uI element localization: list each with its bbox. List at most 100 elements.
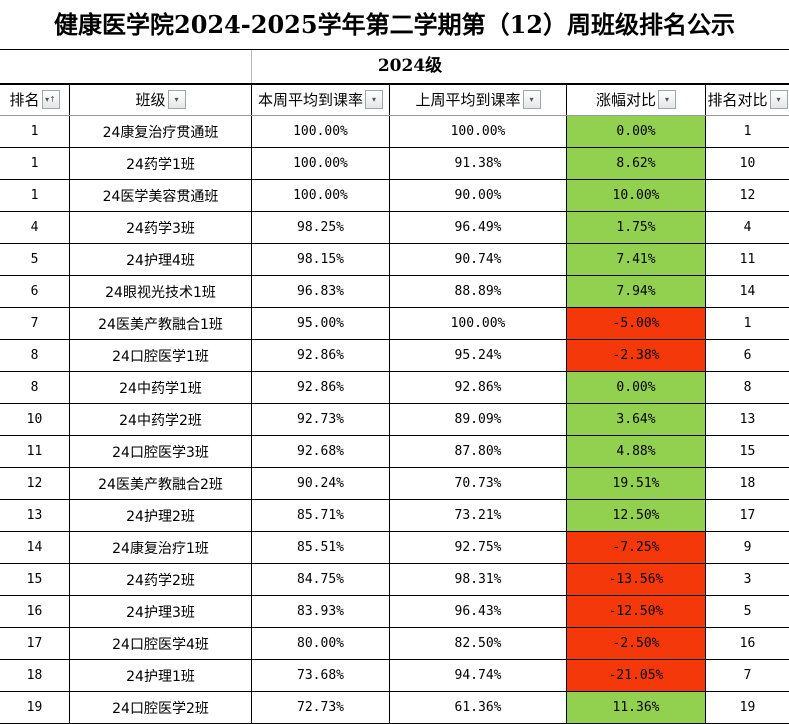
cell-last-rank[interactable]: 19 [739,700,756,715]
cell-class[interactable]: 24护理2班 [70,500,252,531]
cell-last-rank[interactable]: 1 [743,124,752,139]
cell-last-week-rate[interactable]: 89.09% [390,404,567,435]
cell-last-week-rate[interactable]: 98.31% [390,564,567,595]
cell-change[interactable]: 3.64% [567,404,706,435]
cell-change[interactable]: -12.50% [567,596,706,627]
cell-rank[interactable]: 4 [0,212,70,243]
cell-change[interactable]: 8.62% [567,148,706,179]
cell-last-week-rate[interactable]: 91.38% [390,148,567,179]
dropdown-filter-icon[interactable]: ▾ [658,90,676,109]
cell-change[interactable]: 7.41% [567,244,706,275]
cell-last-rank[interactable]: 4 [743,220,752,235]
cell-class[interactable]: 24药学1班 [70,148,252,179]
cell-last-week-rate[interactable]: 73.21% [390,500,567,531]
cell-class[interactable]: 24康复治疗贯通班 [70,116,252,147]
cell-rank[interactable]: 19 [0,692,70,723]
cell-this-week-rate[interactable]: 83.93% [252,596,390,627]
cell-last-week-rate[interactable]: 61.36% [390,692,567,723]
cell-change[interactable]: 0.00% [567,116,706,147]
cell-rank[interactable]: 8 [0,340,70,371]
cell-change[interactable]: 7.94% [567,276,706,307]
cell-change[interactable]: -2.50% [567,628,706,659]
cell-last-rank[interactable]: 5 [743,604,752,619]
cell-class[interactable]: 24护理4班 [70,244,252,275]
cell-class[interactable]: 24口腔医学1班 [70,340,252,371]
header-this-week-rate[interactable]: 本周平均到课率 ▾ [252,84,390,115]
cell-class[interactable]: 24护理3班 [70,596,252,627]
cell-rank[interactable]: 14 [0,532,70,563]
cell-this-week-rate[interactable]: 92.86% [252,372,390,403]
cell-this-week-rate[interactable]: 92.68% [252,436,390,467]
cell-class[interactable]: 24眼视光技术1班 [70,276,252,307]
cell-this-week-rate[interactable]: 98.15% [252,244,390,275]
cell-this-week-rate[interactable]: 100.00% [252,116,390,147]
cell-this-week-rate[interactable]: 95.00% [252,308,390,339]
cell-last-week-rate[interactable]: 96.49% [390,212,567,243]
cell-change[interactable]: 4.88% [567,436,706,467]
cell-last-week-rate[interactable]: 90.74% [390,244,567,275]
header-class[interactable]: 班级 ▾ [70,84,252,115]
cell-class[interactable]: 24药学3班 [70,212,252,243]
cell-change[interactable]: 11.36% [567,692,706,723]
cell-last-week-rate[interactable]: 90.00% [390,180,567,211]
cell-change[interactable]: -13.56% [567,564,706,595]
cell-class[interactable]: 24医美产教融合2班 [70,468,252,499]
cell-last-week-rate[interactable]: 100.00% [390,116,567,147]
cell-change[interactable]: -5.00% [567,308,706,339]
cell-last-rank[interactable]: 1 [743,316,752,331]
cell-last-week-rate[interactable]: 87.80% [390,436,567,467]
cell-rank[interactable]: 1 [0,180,70,211]
cell-last-rank[interactable]: 3 [743,572,752,587]
cell-this-week-rate[interactable]: 96.83% [252,276,390,307]
cell-class[interactable]: 24康复治疗1班 [70,532,252,563]
cell-last-rank[interactable]: 10 [739,156,756,171]
cell-this-week-rate[interactable]: 85.51% [252,532,390,563]
cell-class[interactable]: 24口腔医学4班 [70,628,252,659]
cell-last-rank[interactable]: 18 [739,476,756,491]
cell-last-rank[interactable]: 12 [739,188,756,203]
cell-change[interactable]: 12.50% [567,500,706,531]
cell-rank[interactable]: 13 [0,500,70,531]
cell-change[interactable]: 0.00% [567,372,706,403]
sort-ascending-filter-icon[interactable]: ▾↑ [41,90,60,109]
header-last-week-rate[interactable]: 上周平均到课率 ▾ [390,84,567,115]
cell-this-week-rate[interactable]: 80.00% [252,628,390,659]
cell-last-week-rate[interactable]: 92.75% [390,532,567,563]
cell-class[interactable]: 24医学美容贯通班 [70,180,252,211]
cell-this-week-rate[interactable]: 92.73% [252,404,390,435]
cell-last-week-rate[interactable]: 94.74% [390,660,567,691]
cell-last-rank[interactable]: 9 [743,540,752,555]
cell-rank[interactable]: 1 [0,148,70,179]
cell-class[interactable]: 24药学2班 [70,564,252,595]
cell-class[interactable]: 24中药学2班 [70,404,252,435]
cell-class[interactable]: 24护理1班 [70,660,252,691]
cell-last-rank[interactable]: 6 [743,348,752,363]
cell-class[interactable]: 24医美产教融合1班 [70,308,252,339]
cell-change[interactable]: 19.51% [567,468,706,499]
cell-change[interactable]: -2.38% [567,340,706,371]
cell-last-rank[interactable]: 14 [739,284,756,299]
dropdown-filter-icon[interactable]: ▾ [769,90,788,109]
cell-last-week-rate[interactable]: 100.00% [390,308,567,339]
cell-last-rank[interactable]: 15 [739,444,756,459]
cell-class[interactable]: 24中药学1班 [70,372,252,403]
cell-last-week-rate[interactable]: 92.86% [390,372,567,403]
cell-rank[interactable]: 8 [0,372,70,403]
cell-rank[interactable]: 12 [0,468,70,499]
cell-rank[interactable]: 5 [0,244,70,275]
cell-change[interactable]: 1.75% [567,212,706,243]
dropdown-filter-icon[interactable]: ▾ [167,90,186,109]
header-rank[interactable]: 排名 ▾↑ [0,84,70,115]
dropdown-filter-icon[interactable]: ▾ [522,90,541,109]
cell-this-week-rate[interactable]: 72.73% [252,692,390,723]
cell-change[interactable]: 10.00% [567,180,706,211]
cell-this-week-rate[interactable]: 92.86% [252,340,390,371]
cell-class[interactable]: 24口腔医学3班 [70,436,252,467]
cell-this-week-rate[interactable]: 85.71% [252,500,390,531]
cell-last-week-rate[interactable]: 95.24% [390,340,567,371]
cell-last-week-rate[interactable]: 70.73% [390,468,567,499]
cell-last-week-rate[interactable]: 96.43% [390,596,567,627]
cell-this-week-rate[interactable]: 84.75% [252,564,390,595]
header-last-rank[interactable]: 排名对比 ▾ [706,84,789,115]
cell-last-week-rate[interactable]: 88.89% [390,276,567,307]
